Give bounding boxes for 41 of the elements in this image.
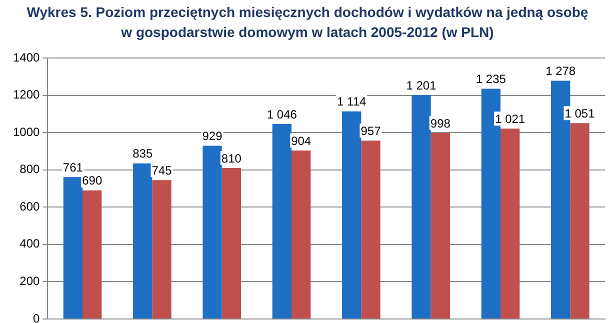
data-label: 957 bbox=[360, 124, 382, 138]
data-label: 998 bbox=[430, 116, 451, 130]
data-label: 904 bbox=[291, 134, 312, 148]
y-tick-label: 200 bbox=[20, 274, 40, 288]
data-label: 690 bbox=[82, 174, 102, 188]
bar bbox=[133, 163, 152, 318]
bar bbox=[272, 124, 292, 318]
data-label: 761 bbox=[62, 160, 84, 174]
y-tick-label: 0 bbox=[33, 311, 40, 323]
bar bbox=[551, 80, 570, 318]
data-label: 929 bbox=[202, 129, 223, 144]
bar bbox=[202, 146, 222, 318]
bar bbox=[430, 132, 450, 318]
data-label: 1 021 bbox=[495, 112, 526, 126]
y-tick-label: 1200 bbox=[12, 88, 40, 102]
y-tick-label: 600 bbox=[20, 199, 40, 214]
data-label: 1 046 bbox=[266, 107, 298, 122]
bar bbox=[570, 123, 590, 318]
y-tick-label: 1000 bbox=[12, 124, 40, 139]
bar bbox=[412, 95, 431, 318]
data-label: 810 bbox=[221, 151, 242, 166]
bar bbox=[63, 177, 83, 318]
bar bbox=[500, 128, 520, 318]
y-tick-label: 400 bbox=[20, 236, 40, 251]
data-label: 1 235 bbox=[476, 72, 506, 86]
chart-title: Wykres 5. Poziom przeciętnych miesięcznych dochodów i wydatków na jedną osobę w gospodarstwie domowym w latach 2005-2012 (w PLN) bbox=[26, 3, 590, 42]
data-label: 1 201 bbox=[406, 78, 437, 92]
data-label: 1 051 bbox=[564, 106, 596, 120]
data-label: 745 bbox=[152, 163, 172, 178]
bar bbox=[152, 180, 172, 318]
bar bbox=[361, 140, 380, 318]
bar bbox=[82, 190, 102, 318]
bar bbox=[222, 168, 242, 318]
bar bbox=[481, 88, 501, 318]
bar bbox=[292, 150, 311, 318]
bar bbox=[342, 111, 362, 318]
data-label: 1 114 bbox=[337, 94, 366, 109]
data-label: 835 bbox=[132, 146, 153, 161]
y-tick-label: 800 bbox=[20, 162, 40, 176]
data-label: 1 278 bbox=[546, 64, 576, 78]
y-tick-label: 1400 bbox=[12, 50, 40, 64]
